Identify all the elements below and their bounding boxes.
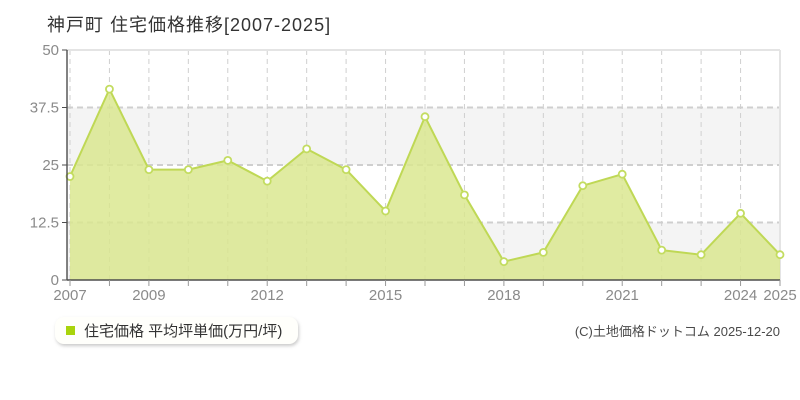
svg-text:2009: 2009: [132, 287, 165, 304]
svg-text:0: 0: [51, 272, 59, 289]
legend: 住宅価格 平均坪単価(万円/坪): [55, 317, 299, 344]
svg-text:25: 25: [42, 157, 59, 174]
legend-label: 住宅価格 平均坪単価(万円/坪): [84, 323, 283, 340]
svg-text:50: 50: [42, 42, 59, 59]
svg-text:2024: 2024: [724, 287, 757, 304]
chart-title: 神戸町 住宅価格推移[2007-2025]: [47, 15, 332, 35]
svg-text:2015: 2015: [369, 287, 402, 304]
svg-text:37.5: 37.5: [30, 100, 59, 117]
legend-marker-swatch: [66, 326, 75, 335]
svg-text:12.5: 12.5: [30, 215, 59, 232]
svg-text:2021: 2021: [606, 287, 639, 304]
svg-text:2012: 2012: [251, 287, 284, 304]
svg-text:2018: 2018: [487, 287, 520, 304]
svg-text:2007: 2007: [53, 287, 86, 304]
svg-text:2025: 2025: [763, 287, 796, 304]
copyright-text: (C)土地価格ドットコム 2025-12-20: [574, 324, 780, 339]
